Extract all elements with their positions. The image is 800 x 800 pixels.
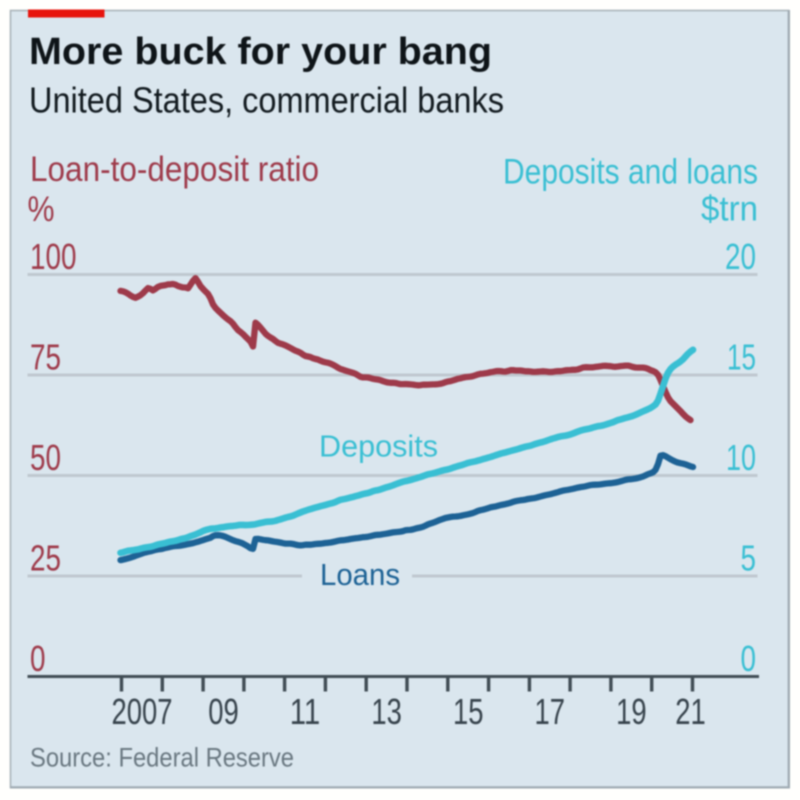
svg-text:11: 11	[290, 691, 321, 732]
svg-text:0: 0	[30, 638, 46, 679]
svg-text:2007: 2007	[112, 691, 173, 732]
svg-text:15: 15	[453, 691, 484, 732]
svg-text:15: 15	[727, 337, 756, 378]
svg-text:More buck for your bang: More buck for your bang	[29, 31, 492, 73]
svg-text:10: 10	[726, 437, 756, 478]
svg-text:%: %	[28, 190, 55, 229]
svg-text:Loans: Loans	[320, 557, 400, 592]
svg-text:75: 75	[30, 337, 61, 378]
svg-text:20: 20	[725, 236, 756, 277]
svg-text:$trn: $trn	[701, 190, 758, 229]
svg-text:Loan-to-deposit ratio: Loan-to-deposit ratio	[30, 150, 319, 189]
svg-text:13: 13	[371, 691, 402, 732]
svg-text:United States, commercial bank: United States, commercial banks	[29, 80, 504, 121]
svg-text:100: 100	[30, 236, 77, 277]
svg-text:17: 17	[535, 691, 566, 732]
svg-text:Deposits: Deposits	[319, 429, 438, 464]
svg-text:50: 50	[30, 437, 61, 478]
svg-text:19: 19	[616, 691, 647, 732]
svg-text:0: 0	[741, 638, 757, 679]
svg-text:Source: Federal Reserve: Source: Federal Reserve	[30, 743, 294, 773]
svg-text:Deposits and loans: Deposits and loans	[503, 153, 758, 192]
svg-text:21: 21	[675, 691, 706, 732]
svg-text:25: 25	[30, 538, 61, 579]
svg-text:09: 09	[208, 691, 239, 732]
svg-text:5: 5	[741, 538, 757, 579]
